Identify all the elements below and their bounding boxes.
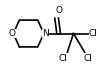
Text: Cl: Cl <box>83 54 92 63</box>
Text: O: O <box>56 6 63 15</box>
Text: O: O <box>8 29 15 38</box>
Text: Cl: Cl <box>89 29 98 38</box>
Text: N: N <box>42 29 49 38</box>
Text: Cl: Cl <box>58 54 67 63</box>
